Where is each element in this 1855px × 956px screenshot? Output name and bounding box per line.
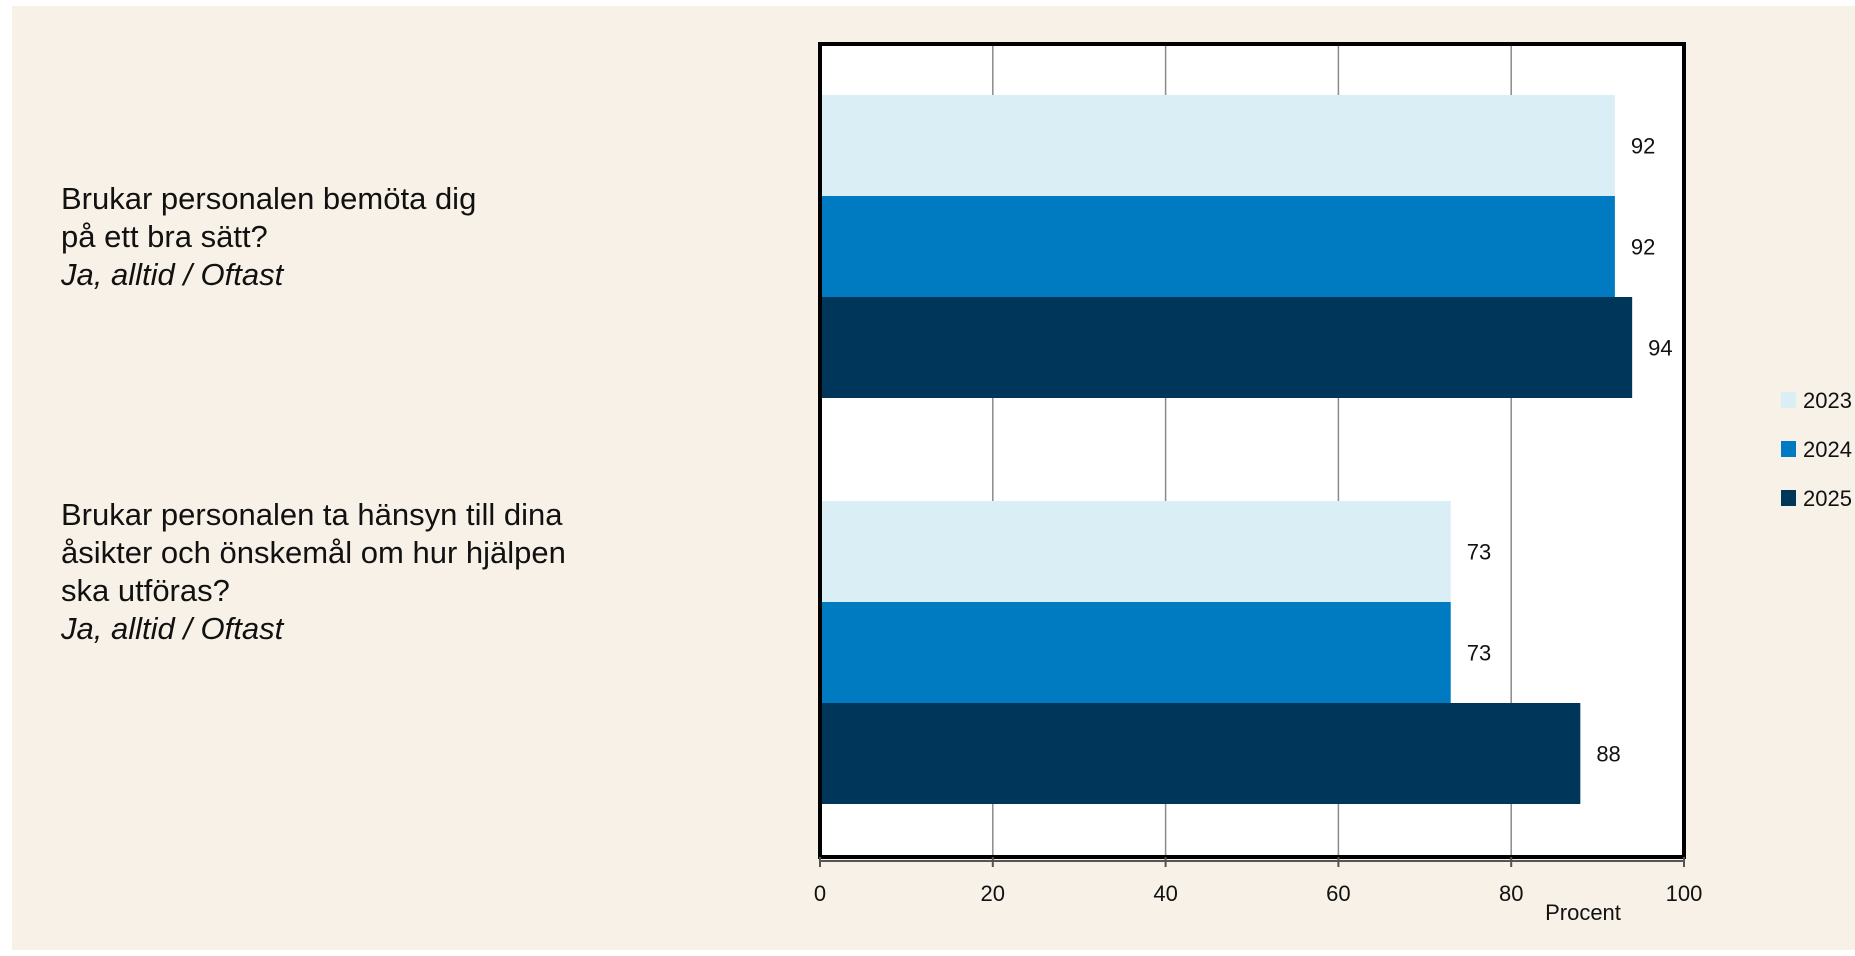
x-tick-label: 40 [1153, 881, 1177, 906]
legend-swatch [1781, 490, 1796, 506]
bar [820, 196, 1615, 297]
x-axis-title: Procent [1545, 900, 1621, 925]
category-question: Brukar personalen ta hänsyn till dina ås… [61, 497, 566, 608]
data-label: 94 [1648, 336, 1672, 361]
x-tick-label: 60 [1326, 881, 1350, 906]
bar [820, 95, 1615, 196]
bar [820, 602, 1451, 703]
bar [820, 703, 1581, 804]
x-tick-label: 80 [1499, 881, 1523, 906]
data-label: 92 [1631, 235, 1655, 260]
legend-label: 2025 [1803, 486, 1852, 511]
legend-label: 2023 [1803, 388, 1852, 413]
data-label: 92 [1631, 134, 1655, 159]
legend-label: 2024 [1803, 437, 1852, 462]
data-label: 88 [1596, 742, 1620, 767]
x-tick-label: 0 [814, 881, 826, 906]
x-tick-label: 20 [981, 881, 1005, 906]
legend-swatch [1781, 392, 1796, 408]
bar [820, 501, 1451, 602]
legend-swatch [1781, 441, 1796, 457]
category-answer: Ja, alltid / Oftast [61, 257, 284, 292]
category-question: Brukar personalen bemöta dig på ett bra … [61, 181, 477, 254]
category-label-1: Brukar personalen bemöta dig på ett bra … [61, 180, 476, 294]
category-answer: Ja, alltid / Oftast [61, 611, 284, 646]
data-label: 73 [1467, 540, 1491, 565]
bar [820, 297, 1633, 398]
plot-frame [818, 42, 1686, 859]
x-tick-label: 100 [1666, 881, 1703, 906]
category-label-2: Brukar personalen ta hänsyn till dina ås… [61, 496, 566, 648]
data-label: 73 [1467, 641, 1491, 666]
